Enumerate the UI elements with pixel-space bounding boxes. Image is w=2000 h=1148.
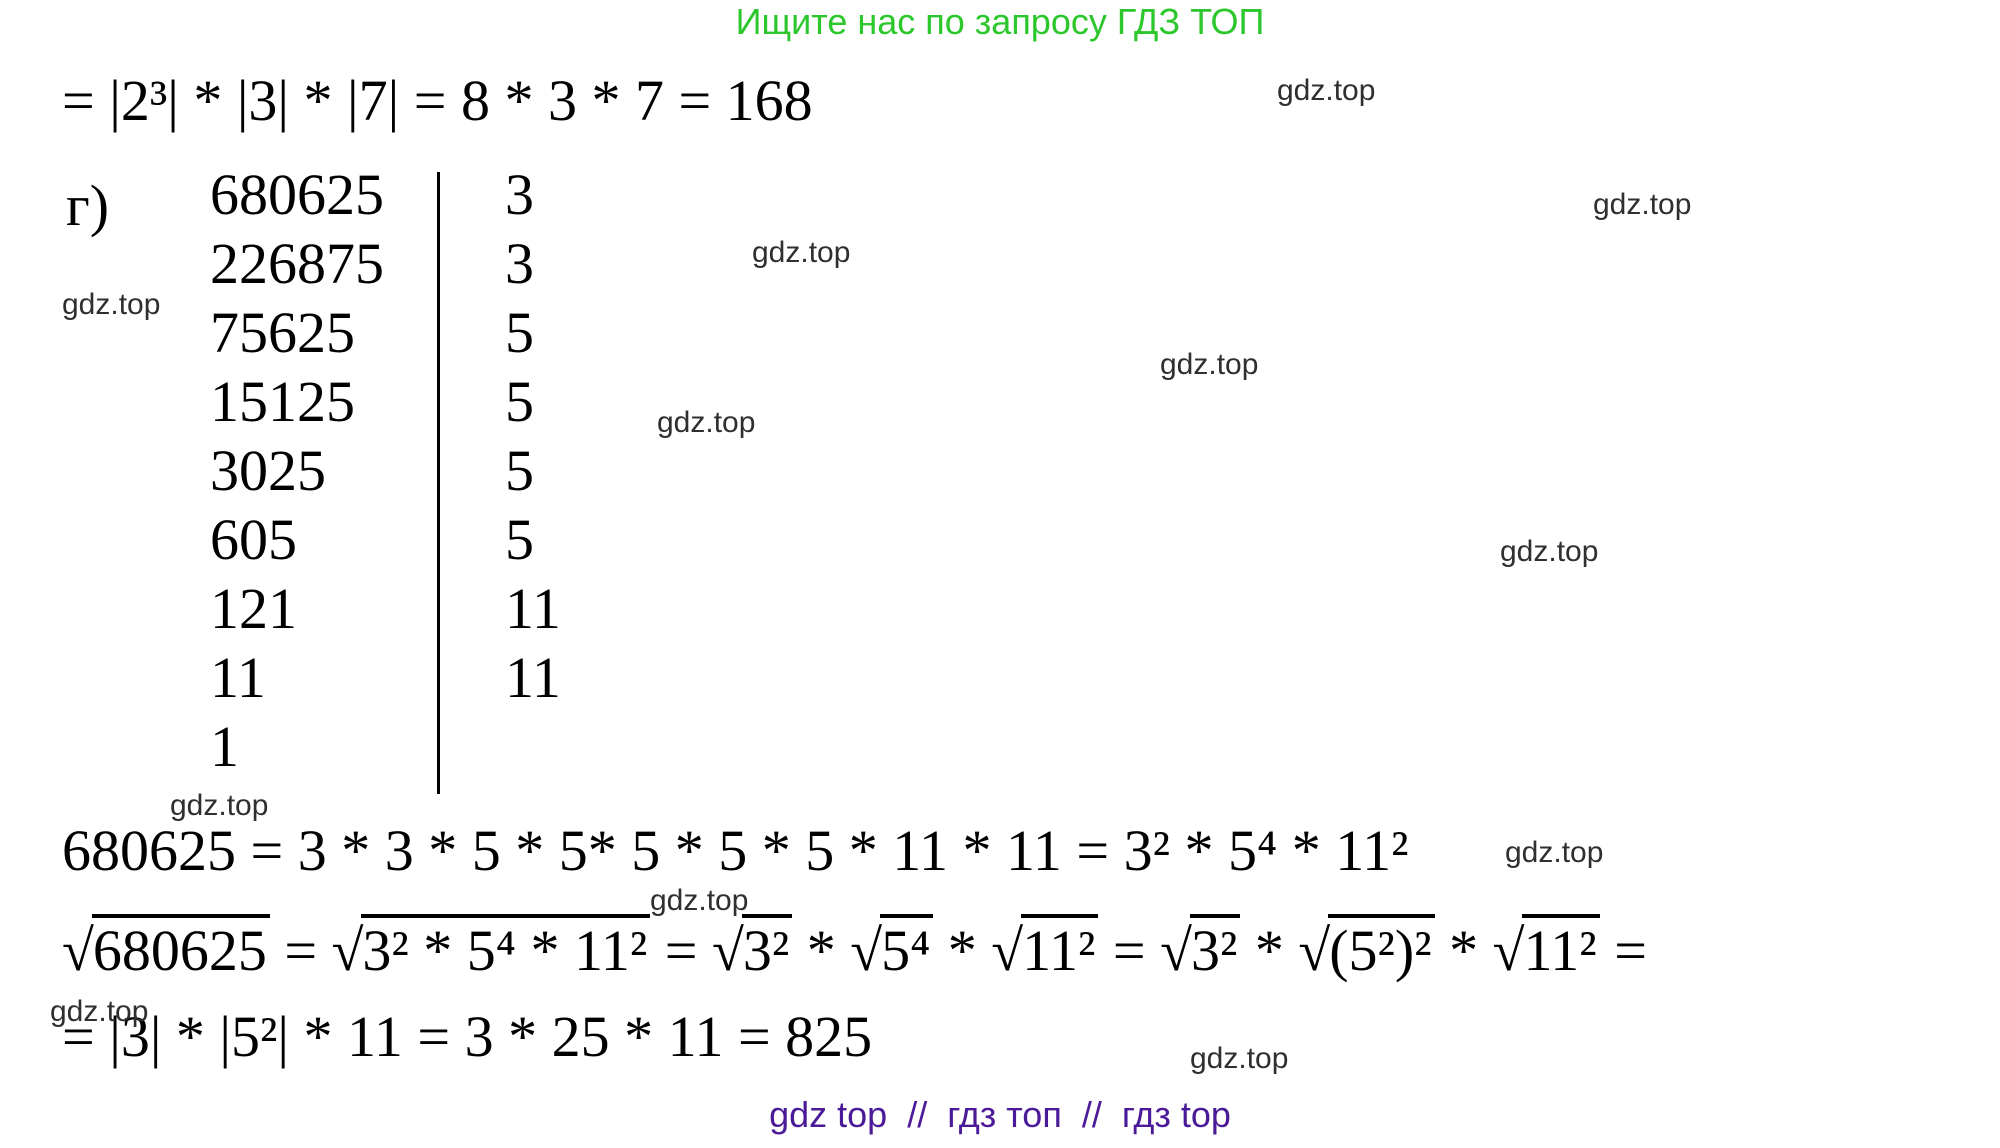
radicand: 3² * 5⁴ * 11² [361, 914, 651, 983]
watermark: gdz.top [1505, 836, 1604, 869]
math-text: = [650, 918, 712, 983]
radicand: 5⁴ [880, 914, 934, 983]
table-row: 226875 3 [210, 229, 561, 298]
table-row: 75625 5 [210, 298, 561, 367]
footer-keywords: gdz top // гдз топ // гдз top [769, 1094, 1231, 1135]
promo-header: Ищите нас по запросу ГДЗ ТОП [735, 1, 1265, 42]
dividend-value: 1 [210, 714, 239, 779]
prime-divisor-value: 5 [505, 300, 534, 365]
division-bar [437, 172, 440, 794]
dividend-value: 15125 [210, 369, 355, 434]
dividend-value: 605 [210, 507, 297, 572]
radicand: 3² [1189, 914, 1241, 983]
watermark: gdz.top [752, 236, 851, 269]
math-text: = [1599, 918, 1647, 983]
radical-icon: √ [850, 918, 883, 983]
radical-icon: √ [991, 918, 1024, 983]
prime-divisor-value: 3 [505, 162, 534, 227]
sqrt-expression: √11² [991, 914, 1099, 983]
math-text: * [1434, 918, 1493, 983]
radicand: 11² [1522, 914, 1600, 983]
abs-value-line: = |2³| * |3| * |7| = 8 * 3 * 7 = 168 [62, 68, 813, 133]
watermark: gdz.top [50, 995, 149, 1028]
watermark: gdz.top [1277, 74, 1376, 107]
dividend-value: 680625 [210, 162, 384, 227]
table-row: 680625 3 [210, 160, 561, 229]
factorization-line: 680625 = 3 * 3 * 5 * 5* 5 * 5 * 5 * 11 *… [62, 818, 1409, 883]
table-row: 121 11 [210, 574, 561, 643]
radicand: 3² [741, 914, 793, 983]
radical-icon: √ [1298, 918, 1331, 983]
watermark: gdz.top [62, 288, 161, 321]
factor-table: 680625 3 226875 3 75625 5 15125 5 3025 5 605 5 121 11… [210, 160, 561, 781]
watermark: gdz.top [170, 789, 269, 822]
result-line: = |3| * |5²| * 11 = 3 * 25 * 11 = 825 [62, 1004, 873, 1069]
table-row: 605 5 [210, 505, 561, 574]
radicand: (5²)² [1328, 914, 1435, 983]
table-row: 11 11 [210, 643, 561, 712]
watermark: gdz.top [1190, 1042, 1289, 1075]
math-text: = [1098, 918, 1161, 983]
dividend-value: 11 [210, 645, 266, 710]
sqrt-expression: √3² [1160, 914, 1241, 983]
radical-icon: √ [62, 918, 94, 983]
case-label: г) [66, 173, 110, 238]
table-row: 3025 5 [210, 436, 561, 505]
sqrt-expression: √680625 [62, 914, 270, 983]
dividend-value: 3025 [210, 438, 326, 503]
watermark: gdz.top [1593, 188, 1692, 221]
math-text: * [933, 918, 992, 983]
watermark: gdz.top [650, 884, 749, 917]
watermark: gdz.top [1160, 348, 1259, 381]
radical-icon: √ [1492, 918, 1525, 983]
table-row: 1 [210, 712, 561, 781]
math-text: * [1240, 918, 1299, 983]
prime-divisor-value: 5 [505, 438, 534, 503]
sqrt-expression: √(5²)² [1298, 914, 1435, 983]
sqrt-expression: √3² [711, 914, 793, 983]
prime-divisor-value: 5 [505, 507, 534, 572]
math-text: = [269, 918, 332, 983]
watermark: gdz.top [1500, 535, 1599, 568]
radical-icon: √ [1160, 918, 1192, 983]
dividend-value: 226875 [210, 231, 384, 296]
table-row: 15125 5 [210, 367, 561, 436]
prime-divisor-value: 11 [505, 576, 561, 641]
sqrt-expression: √5⁴ [850, 914, 934, 983]
sqrt-line: √680625 = √3² * 5⁴ * 11² = √3² * √5⁴ * √… [62, 912, 1647, 990]
radicand: 680625 [91, 914, 270, 983]
watermark: gdz.top [657, 406, 756, 439]
dividend-value: 75625 [210, 300, 355, 365]
prime-divisor-value: 5 [505, 369, 534, 434]
dividend-value: 121 [210, 576, 297, 641]
math-text: * [792, 918, 851, 983]
prime-divisor-value: 3 [505, 231, 534, 296]
prime-divisor-value: 11 [505, 645, 561, 710]
sqrt-expression: √11² [1492, 914, 1600, 983]
radical-icon: √ [331, 918, 364, 983]
radical-icon: √ [711, 918, 744, 983]
sqrt-expression: √3² * 5⁴ * 11² [331, 914, 651, 983]
radicand: 11² [1021, 914, 1099, 983]
